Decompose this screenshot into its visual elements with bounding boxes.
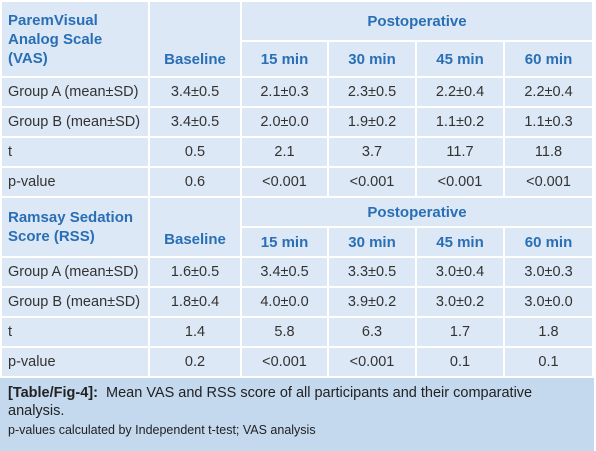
row-label: Group A (mean±SD) [0,76,150,108]
baseline-header: Baseline [148,196,242,258]
header-row: Ramsay Sedation Score (RSS) Baseline Posto… [0,196,595,258]
cell: 2.2±0.4 [502,76,595,108]
data-row: Group B (mean±SD) 1.8±0.4 4.0±0.0 3.9±0.2 3.… [0,286,595,318]
row-label: t [0,316,150,348]
row-label: Group B (mean±SD) [0,286,150,318]
cell: 2.3±0.5 [327,76,417,108]
row-label: p-value [0,346,150,378]
cell: 2.1 [240,136,329,168]
section-title: Ramsay Sedation Score (RSS) [0,196,150,258]
column-header: 30 min [327,226,417,258]
cell: 5.8 [240,316,329,348]
cell: <0.001 [502,166,595,198]
cell: <0.001 [327,166,417,198]
cell: 3.4±0.5 [148,76,242,108]
cell: 1.4 [148,316,242,348]
data-row: Group B (mean±SD) 3.4±0.5 2.0±0.0 1.9±0.2 1.… [0,106,595,138]
cell: 3.0±0.4 [415,256,505,288]
row-label: Group B (mean±SD) [0,106,150,138]
cell: 3.7 [327,136,417,168]
header-row: ParemVisual Analog Scale (VAS) Baseline Po… [0,0,595,78]
row-label: Group A (mean±SD) [0,256,150,288]
cell: 1.8±0.4 [148,286,242,318]
caption-note: p-values calculated by Independent t-tes… [8,423,316,437]
row-label: p-value [0,166,150,198]
column-header: 15 min [240,40,329,78]
cell: 0.2 [148,346,242,378]
data-row: t 0.5 2.1 3.7 11.7 11.8 [0,136,595,168]
data-table: ParemVisual Analog Scale (VAS) Baseline Po… [0,0,595,378]
caption-text: [Table/Fig-4]: Mean VAS and RSS score of… [8,384,586,420]
cell: 11.8 [502,136,595,168]
cell: 3.3±0.5 [327,256,417,288]
cell: <0.001 [240,166,329,198]
cell: 1.7 [415,316,505,348]
caption-body: Mean VAS and RSS score of all participan… [8,385,533,419]
cell: 2.0±0.0 [240,106,329,138]
subheader-row: 15 min 30 min 45 min 60 min [1,226,595,258]
group-header: Postoperative [239,196,595,228]
column-header: 60 min [502,226,595,258]
column-header: 45 min [415,226,505,258]
caption: [Table/Fig-4]: Mean VAS and RSS score of… [0,378,594,451]
cell: 3.9±0.2 [327,286,417,318]
cell: 6.3 [327,316,417,348]
cell: <0.001 [327,346,417,378]
data-row: p-value 0.6 <0.001 <0.001 <0.001 <0.001 [0,166,595,198]
cell: 3.0±0.0 [502,286,595,318]
caption-label: [Table/Fig-4]: [8,385,98,401]
cell: 1.1±0.3 [502,106,595,138]
cell: 0.1 [502,346,595,378]
cell: 4.0±0.0 [240,286,329,318]
row-label: t [0,136,150,168]
cell: 0.6 [148,166,242,198]
cell: <0.001 [240,346,329,378]
data-row: Group A (mean±SD) 3.4±0.5 2.1±0.3 2.3±0.5 2.… [0,76,595,108]
column-header: 60 min [502,40,595,78]
cell: 3.4±0.5 [148,106,242,138]
baseline-header: Baseline [148,0,242,78]
subheader-row: 15 min 30 min 45 min 60 min [1,40,595,78]
cell: <0.001 [415,166,505,198]
cell: 3.0±0.3 [502,256,595,288]
cell: 1.1±0.2 [415,106,505,138]
column-header: 45 min [415,40,505,78]
cell: 2.1±0.3 [240,76,329,108]
data-row: Group A (mean±SD) 1.6±0.5 3.4±0.5 3.3±0.5 3.… [0,256,595,288]
cell: 1.6±0.5 [148,256,242,288]
cell: 2.2±0.4 [415,76,505,108]
column-header: 15 min [240,226,329,258]
section-title: ParemVisual Analog Scale (VAS) [0,0,150,78]
cell: 1.9±0.2 [327,106,417,138]
group-header: Postoperative [239,0,595,42]
cell: 0.5 [148,136,242,168]
cell: 11.7 [415,136,505,168]
column-header: 30 min [327,40,417,78]
data-row: p-value 0.2 <0.001 <0.001 0.1 0.1 [0,346,595,378]
cell: 3.4±0.5 [240,256,329,288]
data-row: t 1.4 5.8 6.3 1.7 1.8 [0,316,595,348]
cell: 3.0±0.2 [415,286,505,318]
cell: 1.8 [502,316,595,348]
cell: 0.1 [415,346,505,378]
